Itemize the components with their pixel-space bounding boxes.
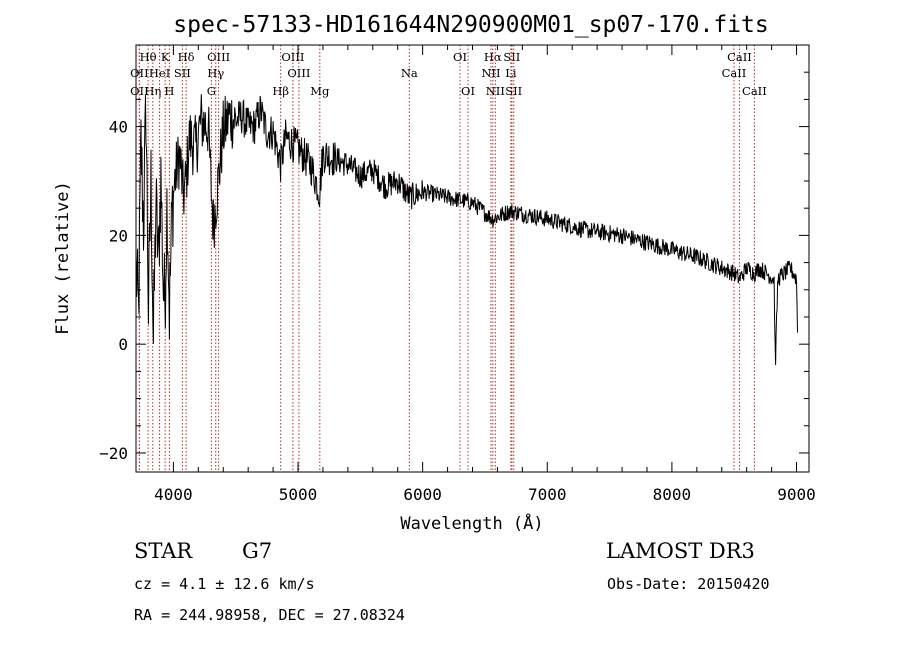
line-label: NII xyxy=(486,84,505,98)
redshift-velocity: cz = 4.1 ± 12.6 km/s xyxy=(134,575,315,593)
line-label: HeI xyxy=(149,66,170,80)
line-label: SII xyxy=(174,66,191,80)
x-tick-label: 9000 xyxy=(777,485,816,504)
line-label: SII xyxy=(505,84,522,98)
line-label: Li xyxy=(505,66,517,80)
y-tick-label: −20 xyxy=(99,444,128,463)
chart-title: spec-57133-HD161644N290900M01_sp07-170.f… xyxy=(173,12,768,38)
y-tick-label: 40 xyxy=(109,118,128,137)
y-axis-label: Flux (relative) xyxy=(53,181,73,335)
spectrum-line xyxy=(135,94,798,366)
line-label: Mg xyxy=(310,84,330,98)
line-label: Na xyxy=(401,66,418,80)
line-label: Hδ xyxy=(178,50,195,64)
x-axis-label: Wavelength (Å) xyxy=(400,512,543,534)
line-label: Hα xyxy=(484,50,502,64)
survey-name: LAMOST DR3 xyxy=(606,539,755,563)
line-label: OIII xyxy=(281,50,304,64)
x-tick-label: 7000 xyxy=(528,485,567,504)
line-label: CaII xyxy=(742,84,767,98)
coordinates: RA = 244.98958, DEC = 27.08324 xyxy=(134,606,405,624)
object-subclass: G7 xyxy=(242,539,273,563)
line-label: Hη xyxy=(144,84,161,98)
line-label: G xyxy=(207,84,216,98)
line-label: OI xyxy=(453,50,467,64)
observation-date: Obs-Date: 20150420 xyxy=(607,575,770,593)
line-label: OI xyxy=(461,84,475,98)
line-label: CaII xyxy=(727,50,752,64)
line-label: H xyxy=(164,84,174,98)
line-label: NII xyxy=(481,66,500,80)
axis-ticks: 4000 5000 6000 7000 8000 9000 −20 0 20 40 xyxy=(99,45,816,504)
line-label: CaII xyxy=(722,66,747,80)
line-label: OIII xyxy=(207,50,230,64)
line-label: OIII xyxy=(287,66,310,80)
line-label: Hβ xyxy=(272,84,289,98)
line-label: Hγ xyxy=(207,66,224,80)
line-label: Hθ xyxy=(140,50,157,64)
line-label: K xyxy=(161,50,170,64)
object-class: STAR xyxy=(134,539,193,563)
x-tick-label: 5000 xyxy=(279,485,318,504)
x-tick-label: 6000 xyxy=(403,485,442,504)
x-tick-label: 8000 xyxy=(653,485,692,504)
y-tick-label: 20 xyxy=(109,226,128,245)
line-label: OII xyxy=(130,84,149,98)
line-label: SII xyxy=(503,50,520,64)
y-tick-label: 0 xyxy=(118,335,128,354)
x-tick-label: 4000 xyxy=(154,485,193,504)
